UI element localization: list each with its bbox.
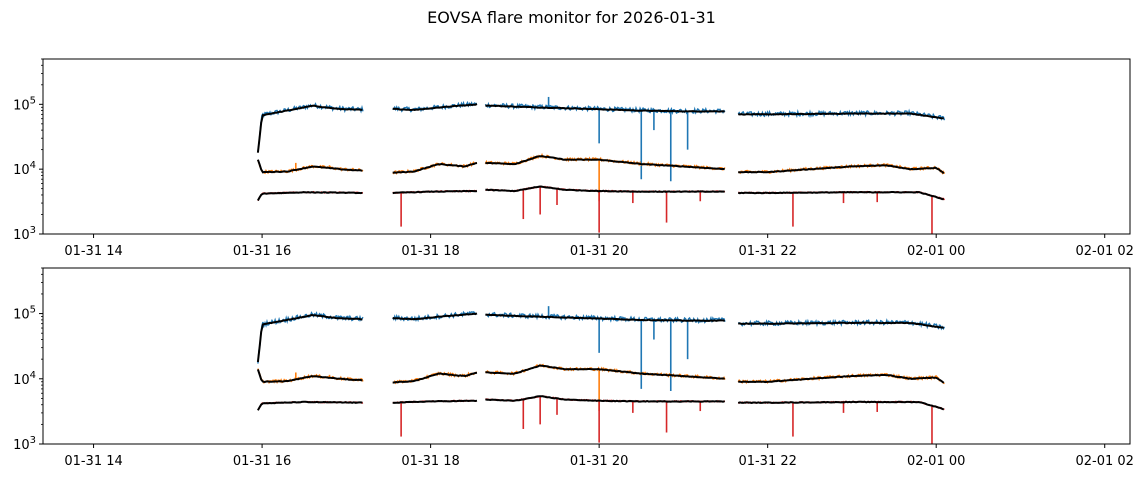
smooth-mid-segment-2 [392,162,478,174]
smooth-low-segment-2 [392,189,478,195]
x-tick-label: 02-01 02 [1075,244,1133,259]
smooth-high-segment-2 [392,312,478,321]
smooth-mid-segment-2 [392,371,478,384]
plot-area [256,306,946,444]
panel-bottom: 01-31 14 01-31 16 01-31 18 01-31 20 01-31 22… [13,267,1134,469]
x-tick-label: 01-31 14 [64,244,122,259]
smooth-low-segment-2 [392,399,478,404]
smooth-low-segment-4 [737,400,945,411]
y-tick-label: 105 [13,95,36,113]
x-tick-label: 01-31 22 [738,454,796,469]
smooth-low-segment-4 [737,190,944,201]
smooth-mid-segment-4 [738,164,945,175]
y-tick-label: 103 [13,435,36,453]
y-tick-label: 104 [13,160,36,178]
x-tick-label: 01-31 18 [401,454,459,469]
x-tick-label: 02-01 00 [907,454,965,469]
x-tick-label: 02-01 02 [1075,454,1133,469]
smooth-low-segment-1 [257,191,363,201]
axes-frame [42,58,1131,235]
axes-frame [42,267,1131,445]
smooth-mid-segment-4 [738,373,945,384]
smooth-high-segment-3 [485,104,725,113]
smooth-high-segment-1 [256,104,363,153]
plot-area [256,96,946,234]
x-tick-label: 01-31 16 [233,244,291,259]
x-tick-label: 01-31 22 [738,244,796,259]
smooth-high-segment-4 [738,321,944,329]
smooth-high-segment-4 [738,112,944,120]
series-high-segment-1 [257,102,364,152]
smooth-low-segment-3 [485,395,725,403]
x-tick-label: 01-31 16 [233,454,291,469]
x-tick-label: 02-01 00 [907,244,965,259]
smooth-mid-segment-3 [485,364,725,380]
panel-top: 01-31 14 01-31 16 01-31 18 01-31 20 01-31 22… [13,58,1134,259]
y-tick-label: 103 [13,225,36,243]
smooth-high-segment-2 [392,103,478,112]
chart-title: EOVSA flare monitor for 2026-01-31 [427,8,716,27]
smooth-low-segment-1 [257,400,363,411]
smooth-high-segment-1 [256,313,363,363]
smooth-mid-segment-1 [256,369,363,384]
x-tick-label: 01-31 20 [570,454,628,469]
series-high-segment-1 [257,311,364,364]
x-tick-label: 01-31 18 [401,244,459,259]
smooth-mid-segment-3 [485,155,725,171]
x-tick-label: 01-31 14 [64,454,122,469]
smooth-mid-segment-1 [256,159,363,174]
smooth-low-segment-3 [485,185,725,193]
x-tick-label: 01-31 20 [570,244,628,259]
y-tick-label: 105 [13,305,36,323]
smooth-high-segment-3 [485,313,725,322]
series-high-segment-4 [737,108,946,121]
y-tick-label: 104 [13,370,36,388]
